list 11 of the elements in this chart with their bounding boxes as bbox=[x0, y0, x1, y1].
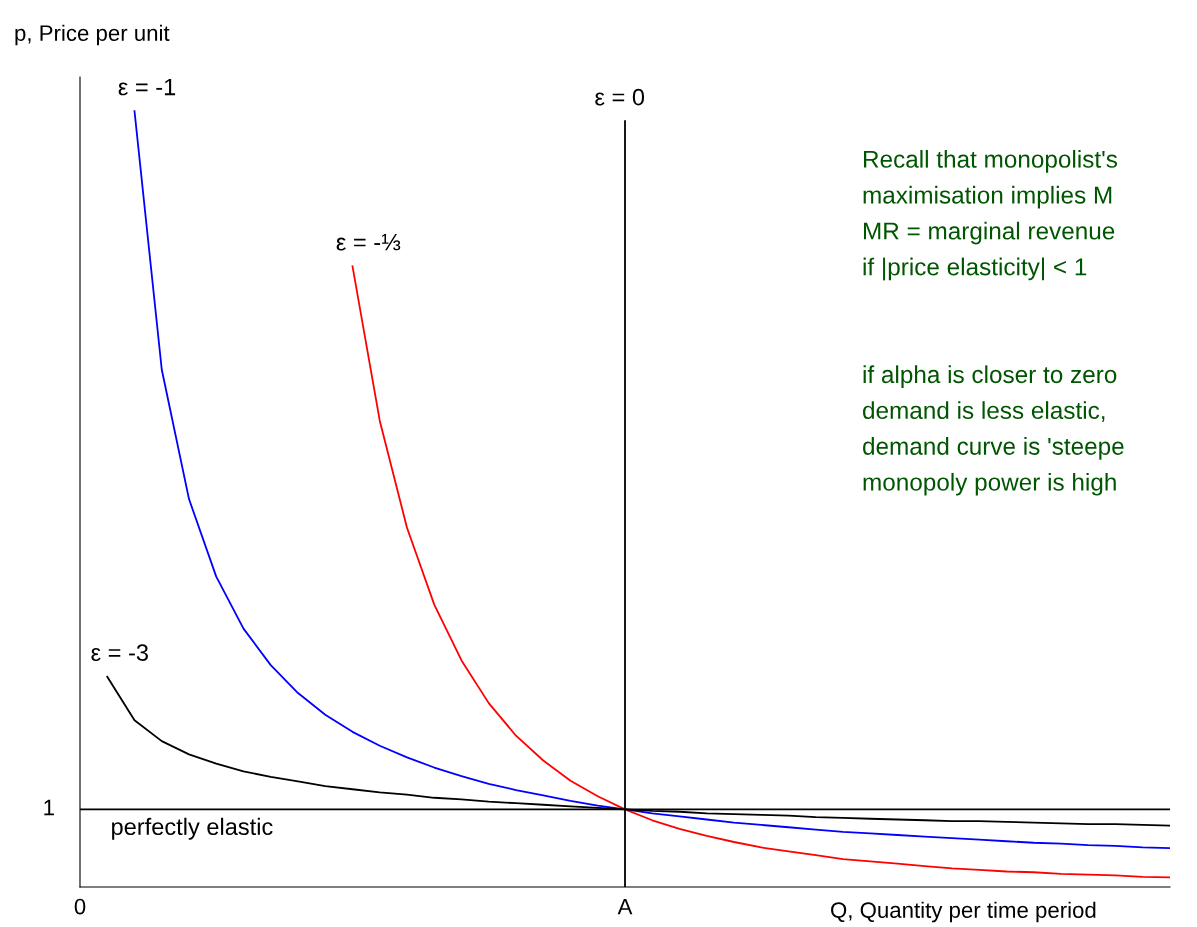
y-axis-title: p, Price per unit bbox=[15, 24, 170, 46]
x-axis-title: Q, Quantity per time period bbox=[831, 901, 1096, 923]
series-label: ε = -1 bbox=[118, 78, 176, 96]
x-tick-label: 0 bbox=[74, 898, 86, 915]
series-label: perfectly elastic bbox=[112, 817, 273, 840]
x-tick-label: A bbox=[617, 898, 633, 915]
series-label: ε = -3 bbox=[91, 644, 148, 661]
ref-line-label: ε = 0 bbox=[595, 88, 645, 106]
series-label: ε = -⅓ bbox=[336, 234, 401, 251]
text: 1 bbox=[44, 799, 54, 816]
text: Recall that monopolist's maximisation implies M MR = marginal revenue if |price elasticity| < 1 if alpha is closer to zero demand is less elastic, demand curve is 'steepe monopoly power is high bbox=[863, 150, 1124, 496]
